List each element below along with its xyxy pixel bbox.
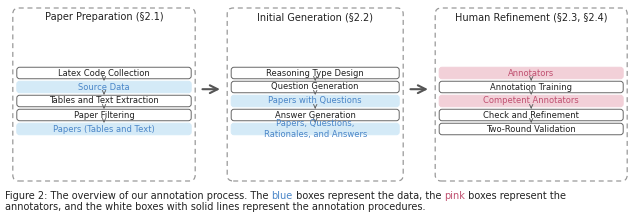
Text: Paper Filtering: Paper Filtering — [74, 111, 134, 120]
Text: Annotators: Annotators — [508, 68, 554, 78]
FancyBboxPatch shape — [17, 81, 191, 93]
Text: Competent Annotators: Competent Annotators — [483, 97, 579, 105]
Text: Reasoning Type Design: Reasoning Type Design — [266, 68, 364, 78]
Text: blue: blue — [271, 191, 293, 201]
FancyBboxPatch shape — [231, 81, 399, 93]
Text: Papers (Tables and Text): Papers (Tables and Text) — [53, 124, 155, 134]
Text: Latex Code Collection: Latex Code Collection — [58, 68, 150, 78]
Text: Two-Round Validation: Two-Round Validation — [486, 124, 576, 134]
FancyBboxPatch shape — [231, 123, 399, 135]
FancyBboxPatch shape — [231, 67, 399, 79]
FancyBboxPatch shape — [231, 109, 399, 121]
FancyBboxPatch shape — [439, 109, 623, 121]
FancyBboxPatch shape — [231, 95, 399, 107]
FancyBboxPatch shape — [439, 95, 623, 107]
FancyBboxPatch shape — [17, 123, 191, 135]
Text: Initial Generation (§2.2): Initial Generation (§2.2) — [257, 12, 373, 22]
FancyBboxPatch shape — [439, 81, 623, 93]
Text: Papers with Questions: Papers with Questions — [268, 97, 362, 105]
FancyBboxPatch shape — [17, 95, 191, 107]
FancyBboxPatch shape — [17, 109, 191, 121]
Text: annotators, and the white boxes with solid lines represent the annotation proced: annotators, and the white boxes with sol… — [5, 202, 426, 213]
Text: boxes represent the: boxes represent the — [465, 191, 566, 201]
FancyBboxPatch shape — [439, 123, 623, 135]
Text: Paper Preparation (§2.1): Paper Preparation (§2.1) — [45, 12, 163, 22]
Text: Answer Generation: Answer Generation — [275, 111, 356, 120]
Text: pink: pink — [445, 191, 465, 201]
Text: Human Refinement (§2.3, §2.4): Human Refinement (§2.3, §2.4) — [455, 12, 607, 22]
Text: Annotation Training: Annotation Training — [490, 83, 572, 91]
Text: Check and Refinement: Check and Refinement — [483, 111, 579, 120]
Text: Question Generation: Question Generation — [271, 83, 359, 91]
Text: Papers, Questions,
Rationales, and Answers: Papers, Questions, Rationales, and Answe… — [264, 119, 367, 139]
FancyBboxPatch shape — [17, 67, 191, 79]
Text: boxes represent the data, the: boxes represent the data, the — [293, 191, 445, 201]
Text: Figure 2: The overview of our annotation process. The: Figure 2: The overview of our annotation… — [5, 191, 271, 201]
Text: Source Data: Source Data — [78, 83, 130, 91]
Text: Tables and Text Extraction: Tables and Text Extraction — [49, 97, 159, 105]
FancyBboxPatch shape — [439, 67, 623, 79]
